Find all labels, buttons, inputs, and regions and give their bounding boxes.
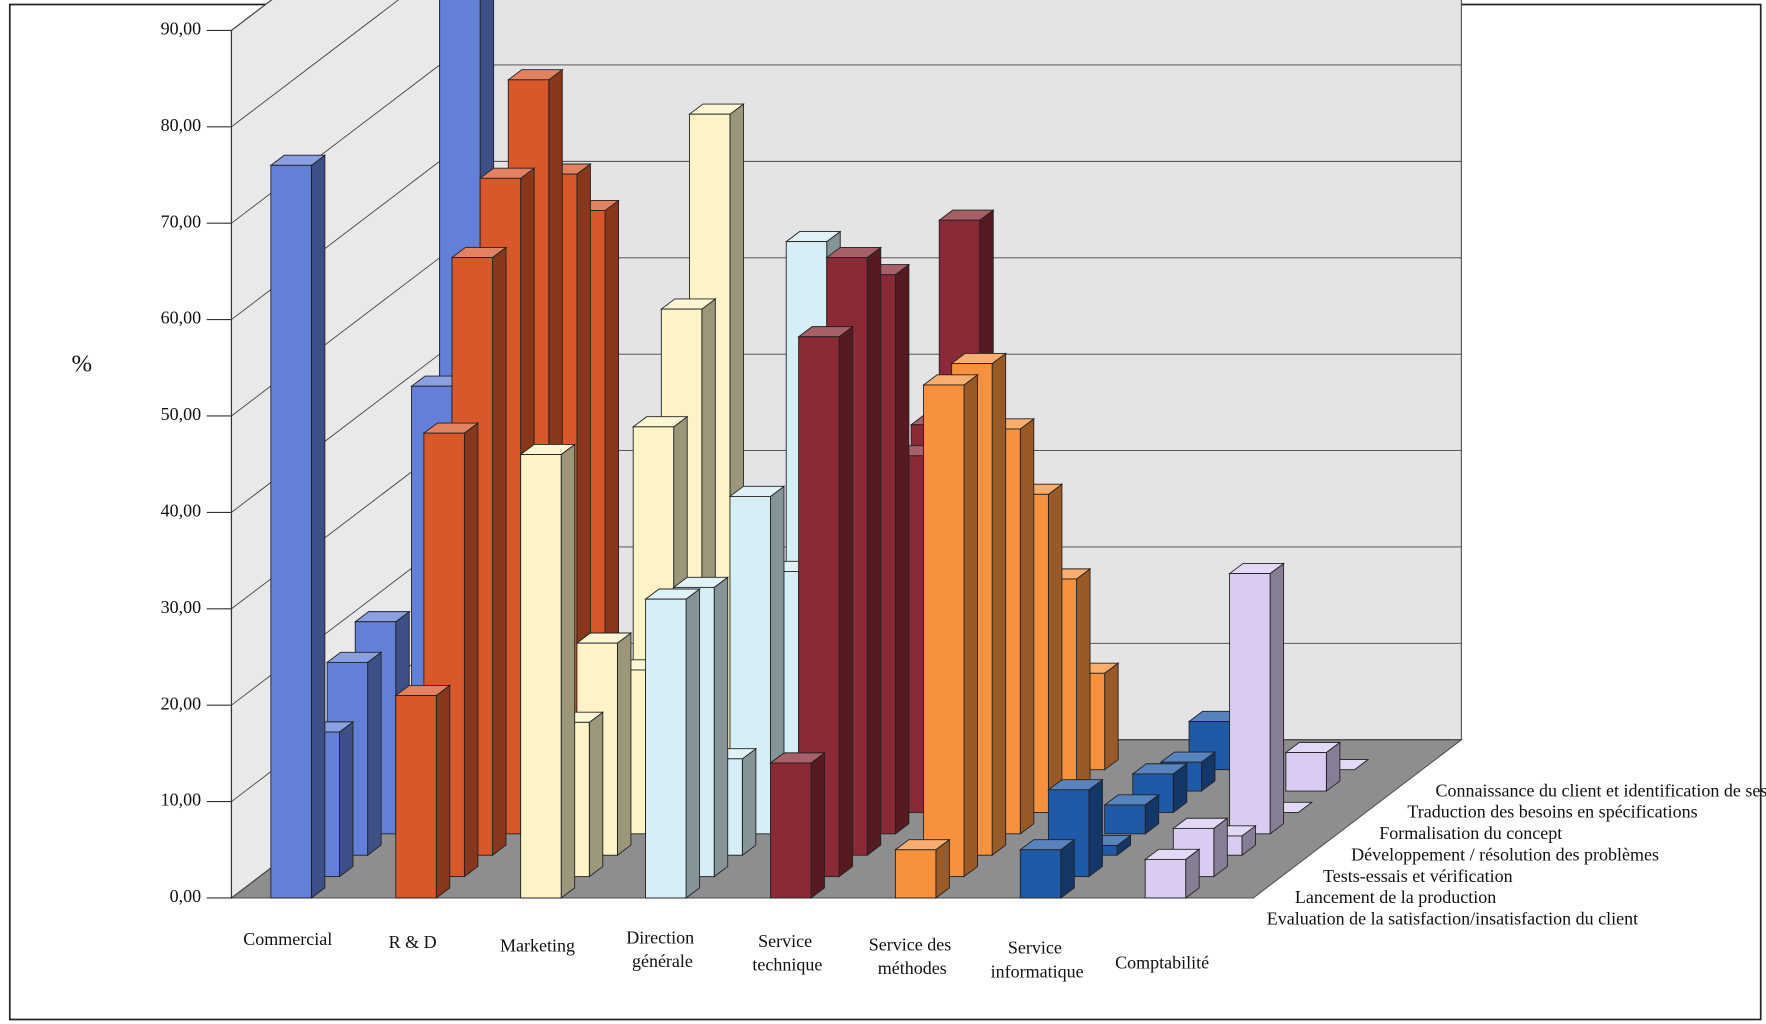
y-tick-label: 40,00 bbox=[161, 501, 202, 521]
bar-side bbox=[463, 422, 479, 878]
bar-side bbox=[339, 720, 354, 878]
grid-line bbox=[231, 0, 400, 128]
bar-side bbox=[1104, 662, 1119, 771]
y-tick-label: 60,00 bbox=[161, 308, 202, 328]
legend-label: Traduction des besoins en spécifications bbox=[1407, 802, 1697, 822]
x-tick-line: Service bbox=[758, 931, 816, 951]
x-tick-label: Service des méthodes bbox=[869, 934, 956, 978]
bar-side bbox=[367, 651, 382, 857]
bar-side bbox=[1088, 778, 1103, 878]
bar bbox=[269, 154, 327, 899]
bar bbox=[1018, 838, 1076, 899]
bar-side bbox=[810, 751, 825, 899]
x-tick-line: générale bbox=[632, 951, 693, 971]
bar-front bbox=[520, 454, 562, 899]
bar bbox=[519, 443, 577, 899]
bar-side bbox=[741, 747, 757, 857]
bar bbox=[644, 588, 701, 899]
legend-label: Développement / résolution des problèmes bbox=[1351, 844, 1659, 864]
legend-label: Evaluation de la satisfaction/insatisfac… bbox=[1267, 909, 1638, 929]
bar-front bbox=[1144, 858, 1187, 899]
x-tick-label: Service technique bbox=[752, 931, 822, 975]
bar-side bbox=[713, 576, 729, 878]
bar-front bbox=[894, 849, 937, 899]
x-tick-label: Marketing bbox=[500, 936, 575, 956]
y-tick-label: 90,00 bbox=[161, 19, 202, 39]
x-tick-line: informatique bbox=[991, 961, 1084, 981]
bar bbox=[1103, 793, 1161, 835]
y-tick-label: 20,00 bbox=[161, 693, 202, 713]
x-tick-line: Service des bbox=[869, 934, 956, 954]
bar bbox=[422, 422, 480, 878]
bar-front bbox=[1285, 752, 1327, 792]
bar-side bbox=[1047, 483, 1063, 814]
bar-side bbox=[838, 325, 854, 878]
bar bbox=[769, 751, 826, 899]
bar-side bbox=[310, 154, 326, 899]
bar-front bbox=[770, 762, 812, 899]
bar-side bbox=[435, 684, 451, 899]
bar bbox=[1284, 741, 1342, 792]
x-tick-label: Comptabilité bbox=[1115, 952, 1209, 972]
bar-side bbox=[894, 263, 910, 835]
bar-front bbox=[1229, 573, 1271, 835]
x-tick-label: R & D bbox=[389, 932, 437, 952]
legend-label: Connaissance du client et identification… bbox=[1436, 780, 1766, 800]
y-tick-label: 0,00 bbox=[170, 886, 202, 906]
bar-side bbox=[588, 711, 604, 878]
bar-side bbox=[1019, 417, 1035, 835]
legend-label: Lancement de la production bbox=[1295, 887, 1496, 907]
x-tick-line: technique bbox=[752, 955, 822, 975]
y-axis-label: % bbox=[71, 350, 92, 377]
y-tick-label: 50,00 bbox=[161, 404, 202, 424]
bar-front bbox=[1019, 849, 1062, 899]
bar-side bbox=[492, 246, 507, 857]
legend-label: Formalisation du concept bbox=[1379, 823, 1562, 843]
bar bbox=[922, 373, 979, 878]
bar-side bbox=[685, 588, 701, 899]
y-tick-label: 80,00 bbox=[161, 115, 202, 135]
bar-side bbox=[616, 632, 632, 857]
bar-front bbox=[270, 164, 312, 899]
bar bbox=[1143, 848, 1201, 899]
bar-side bbox=[991, 352, 1007, 857]
x-tick-line: méthodes bbox=[878, 958, 947, 978]
bar bbox=[894, 838, 951, 899]
x-tick-line: Direction bbox=[626, 928, 698, 948]
y-tick-label: 30,00 bbox=[161, 597, 202, 617]
bar-side bbox=[560, 443, 576, 899]
bar-front bbox=[923, 384, 965, 878]
bar bbox=[1228, 562, 1285, 835]
bar-front bbox=[1104, 804, 1146, 835]
x-tick-label: Commercial bbox=[243, 929, 332, 949]
x-tick-label: Service informatique bbox=[991, 938, 1084, 982]
y-tick-label: 70,00 bbox=[161, 211, 202, 231]
bar-side bbox=[963, 373, 978, 878]
bar-front bbox=[395, 695, 437, 899]
bar-side bbox=[866, 246, 882, 857]
legend-label: Tests-essais et vérification bbox=[1323, 866, 1513, 886]
bar bbox=[394, 684, 452, 899]
x-tick-label: Direction générale bbox=[626, 928, 698, 972]
bar-front bbox=[645, 598, 687, 899]
x-tick-line: Service bbox=[1008, 938, 1066, 958]
bar-side bbox=[1076, 567, 1091, 792]
bar-side bbox=[1269, 562, 1285, 835]
y-tick-label: 10,00 bbox=[161, 790, 202, 810]
